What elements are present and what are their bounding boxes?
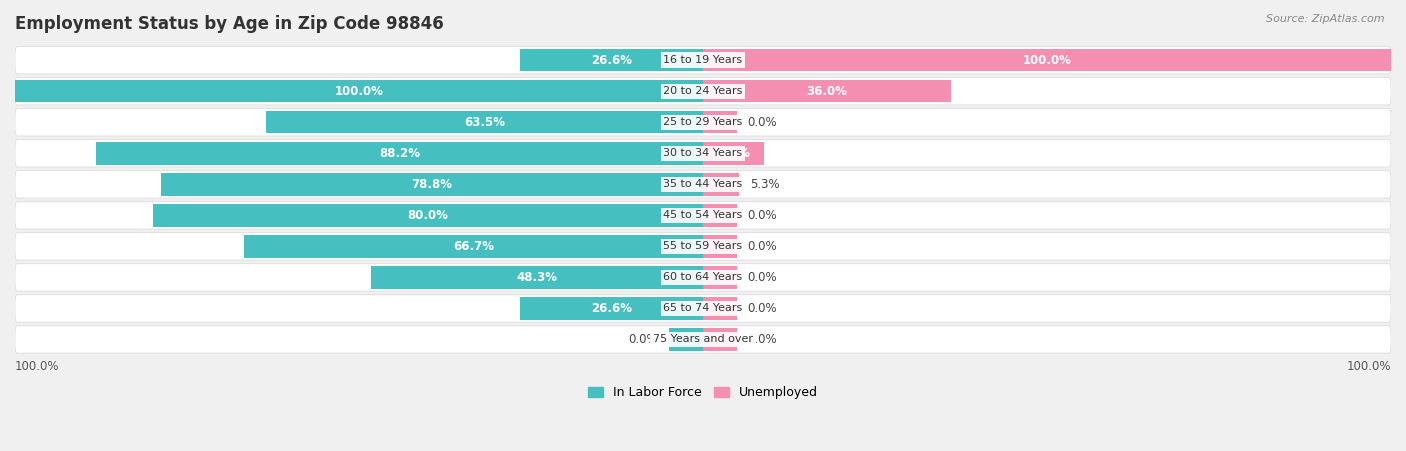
Bar: [703, 80, 950, 102]
Text: 0.0%: 0.0%: [748, 209, 778, 222]
Text: 0.0%: 0.0%: [748, 302, 778, 315]
Text: 0.0%: 0.0%: [748, 333, 778, 346]
Text: 88.2%: 88.2%: [380, 147, 420, 160]
Bar: [160, 173, 703, 196]
Text: 100.0%: 100.0%: [1022, 54, 1071, 67]
Bar: [703, 266, 737, 289]
Text: 48.3%: 48.3%: [516, 271, 557, 284]
Text: 60 to 64 Years: 60 to 64 Years: [664, 272, 742, 282]
FancyBboxPatch shape: [15, 171, 1391, 198]
Text: Employment Status by Age in Zip Code 98846: Employment Status by Age in Zip Code 988…: [15, 15, 444, 33]
FancyBboxPatch shape: [15, 78, 1391, 105]
FancyBboxPatch shape: [15, 202, 1391, 229]
Text: 35 to 44 Years: 35 to 44 Years: [664, 179, 742, 189]
Text: 16 to 19 Years: 16 to 19 Years: [664, 55, 742, 65]
Bar: [266, 111, 703, 133]
Text: 0.0%: 0.0%: [628, 333, 658, 346]
Text: 100.0%: 100.0%: [15, 359, 59, 373]
Text: 5.3%: 5.3%: [749, 178, 779, 191]
FancyBboxPatch shape: [15, 264, 1391, 291]
Bar: [245, 235, 703, 258]
Bar: [703, 328, 737, 350]
Legend: In Labor Force, Unemployed: In Labor Force, Unemployed: [583, 382, 823, 405]
Bar: [520, 49, 703, 71]
FancyBboxPatch shape: [15, 140, 1391, 167]
Bar: [153, 204, 703, 226]
Text: 100.0%: 100.0%: [1347, 359, 1391, 373]
Text: 25 to 29 Years: 25 to 29 Years: [664, 117, 742, 127]
Text: 100.0%: 100.0%: [335, 85, 384, 98]
Text: 65 to 74 Years: 65 to 74 Years: [664, 304, 742, 313]
Text: 30 to 34 Years: 30 to 34 Years: [664, 148, 742, 158]
Bar: [15, 80, 703, 102]
Bar: [703, 49, 1391, 71]
Bar: [703, 173, 740, 196]
Text: 26.6%: 26.6%: [591, 302, 631, 315]
Bar: [703, 297, 737, 320]
Text: 0.0%: 0.0%: [748, 116, 778, 129]
Bar: [703, 111, 737, 133]
Bar: [703, 204, 737, 226]
Bar: [703, 142, 765, 165]
FancyBboxPatch shape: [15, 233, 1391, 260]
Text: 63.5%: 63.5%: [464, 116, 505, 129]
Bar: [669, 328, 703, 350]
Text: 55 to 59 Years: 55 to 59 Years: [664, 241, 742, 251]
Text: 36.0%: 36.0%: [807, 85, 848, 98]
Bar: [703, 235, 737, 258]
Text: 80.0%: 80.0%: [408, 209, 449, 222]
Text: 20 to 24 Years: 20 to 24 Years: [664, 86, 742, 97]
Text: 78.8%: 78.8%: [412, 178, 453, 191]
FancyBboxPatch shape: [15, 295, 1391, 322]
Text: Source: ZipAtlas.com: Source: ZipAtlas.com: [1267, 14, 1385, 23]
FancyBboxPatch shape: [15, 109, 1391, 136]
Text: 66.7%: 66.7%: [453, 240, 494, 253]
Text: 26.6%: 26.6%: [591, 54, 631, 67]
Text: 0.0%: 0.0%: [748, 271, 778, 284]
Text: 75 Years and over: 75 Years and over: [652, 335, 754, 345]
Text: 8.9%: 8.9%: [717, 147, 749, 160]
Text: 0.0%: 0.0%: [748, 240, 778, 253]
Bar: [371, 266, 703, 289]
Bar: [96, 142, 703, 165]
Text: 45 to 54 Years: 45 to 54 Years: [664, 210, 742, 221]
FancyBboxPatch shape: [15, 326, 1391, 353]
FancyBboxPatch shape: [15, 46, 1391, 74]
Bar: [520, 297, 703, 320]
